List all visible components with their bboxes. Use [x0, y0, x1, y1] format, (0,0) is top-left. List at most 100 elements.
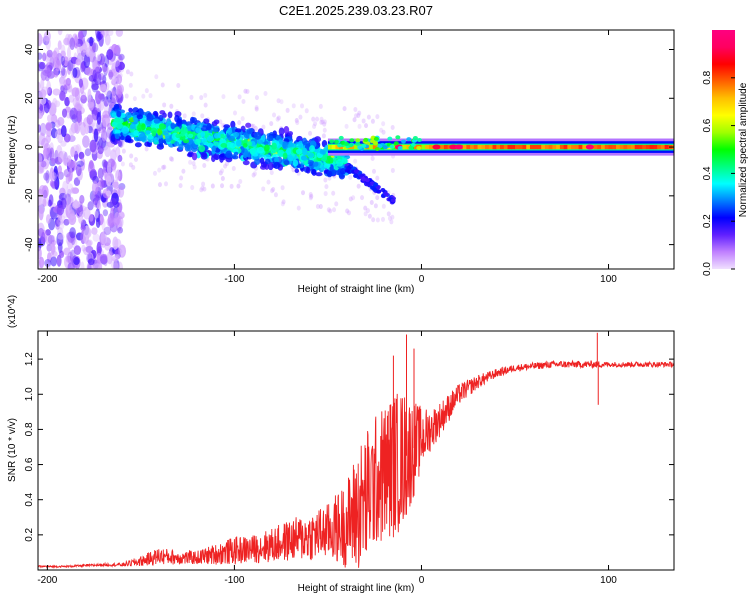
spectrogram-cell	[106, 217, 114, 227]
spectrogram-cell	[70, 147, 75, 157]
spectrogram-cell	[43, 172, 50, 181]
snr-y-tick-label: 1.2	[24, 352, 35, 366]
spectrogram-cell	[44, 102, 50, 114]
spectrogram-cell	[390, 198, 396, 203]
spectrogram-cell	[344, 123, 349, 129]
spectrogram-cell	[106, 201, 114, 208]
spectrogram-cell	[191, 152, 198, 161]
spectrogram-cell	[38, 108, 41, 120]
spectrogram-cell	[276, 115, 281, 121]
spectrogram-cell	[233, 151, 239, 156]
colorbar-ticks: 0.0 0.2 0.4 0.6 0.8	[702, 70, 735, 276]
spectrogram-cell	[311, 116, 316, 122]
spectrogram-cell	[75, 58, 82, 66]
spectrogram-cell	[363, 211, 368, 217]
spectrogram-cell	[118, 72, 123, 78]
spectrogram-cell	[87, 101, 95, 108]
spectrogram-cell	[146, 114, 154, 122]
spectrogram-cell	[80, 94, 87, 104]
spectrogram-cell	[373, 182, 379, 187]
spectrogram-cell	[46, 80, 52, 94]
spectrogram-cell	[188, 159, 193, 165]
spectrogram-cell	[186, 125, 192, 132]
spectrogram-cell	[44, 259, 52, 267]
spectrogram-cell	[69, 227, 77, 239]
spectrogram-cell	[300, 103, 305, 109]
spectrogram-cell	[207, 142, 214, 148]
spectrogram-cell	[57, 165, 62, 174]
spectrogram-cell	[220, 176, 225, 182]
spectrogram-cell	[43, 31, 51, 42]
spectrogram-cell	[94, 57, 99, 69]
spectrogram-cell	[373, 203, 378, 209]
spectrogram-cell	[401, 145, 407, 150]
spectrogram-cell	[110, 258, 118, 269]
spectrogram-cell	[72, 200, 81, 209]
spectrogram-cell	[397, 145, 403, 150]
spectrogram-cell	[128, 82, 133, 88]
spectrogram-cell	[104, 54, 110, 68]
spectrogram-cell	[323, 163, 331, 169]
spectrogram-cell	[357, 145, 363, 150]
spectrogram-cell	[169, 103, 174, 109]
spectrogram-cell	[169, 156, 174, 162]
spectrogram-cell	[116, 74, 123, 85]
spectrogram-cell	[361, 118, 366, 124]
carrier-cell	[645, 144, 651, 150]
spectrogram-cell	[308, 130, 313, 136]
spectrogram-cell	[390, 167, 395, 173]
spectrogram-cell	[76, 43, 83, 57]
carrier-cell	[548, 144, 553, 150]
spectrogram-x-label: Height of straight line (km)	[298, 284, 415, 295]
snr-x-tick-label: -100	[224, 575, 244, 586]
spectrogram-cell	[298, 140, 304, 149]
spectrogram-cell	[406, 137, 412, 142]
spectrogram-cell	[218, 119, 223, 125]
spectrogram-cell	[162, 102, 167, 108]
spectrogram-cell	[100, 230, 108, 245]
spectrogram-cell	[323, 177, 328, 183]
spectrogram-cell	[221, 94, 226, 100]
spectrogram-cell	[200, 131, 206, 137]
spectrogram-cell	[52, 88, 61, 96]
carrier-cell	[428, 144, 434, 150]
spectrogram-cell	[585, 144, 594, 150]
carrier-cell	[571, 144, 576, 150]
spectrogram-cell	[254, 95, 259, 101]
spectrogram-cell	[211, 145, 217, 152]
spectrogram-cell	[40, 78, 45, 90]
spectrogram-cell	[61, 108, 68, 118]
carrier-cell	[503, 144, 509, 150]
spectrogram-y-tick-label: 0	[24, 144, 35, 150]
spectrogram-cell	[153, 118, 161, 124]
spectrogram-cell	[273, 192, 278, 198]
carrier-cell	[582, 144, 587, 150]
spectrogram-cell	[54, 219, 61, 230]
spectrogram-cell	[389, 144, 395, 149]
spectrogram-cell	[137, 123, 142, 132]
spectrogram-cell	[225, 156, 233, 163]
spectrogram-cell	[68, 209, 75, 220]
spectrogram-cell	[322, 119, 327, 125]
spectrogram-cell	[454, 144, 463, 150]
spectrogram-cell	[103, 132, 112, 144]
spectrogram-cell	[47, 114, 53, 123]
spectrogram-cell	[195, 127, 201, 134]
spectrogram-cell	[101, 62, 108, 73]
carrier-cell	[473, 144, 479, 150]
spectrogram-cell	[96, 200, 101, 211]
spectrogram-cell	[366, 114, 371, 120]
carrier-cell	[522, 144, 527, 150]
spectrogram-cell	[119, 135, 125, 141]
spectrogram-cell	[103, 226, 112, 236]
spectrogram-cell	[309, 145, 316, 153]
spectrogram-cell	[449, 144, 458, 150]
spectrogram-cell	[240, 116, 245, 122]
spectrogram-cell	[340, 140, 346, 145]
spectrogram-cell	[106, 98, 112, 105]
spectrogram-cell	[63, 37, 70, 46]
carrier-cell	[481, 144, 486, 150]
spectrogram-cell	[75, 164, 82, 177]
spectrogram-cell	[233, 131, 240, 138]
spectrogram-cell	[119, 247, 125, 257]
